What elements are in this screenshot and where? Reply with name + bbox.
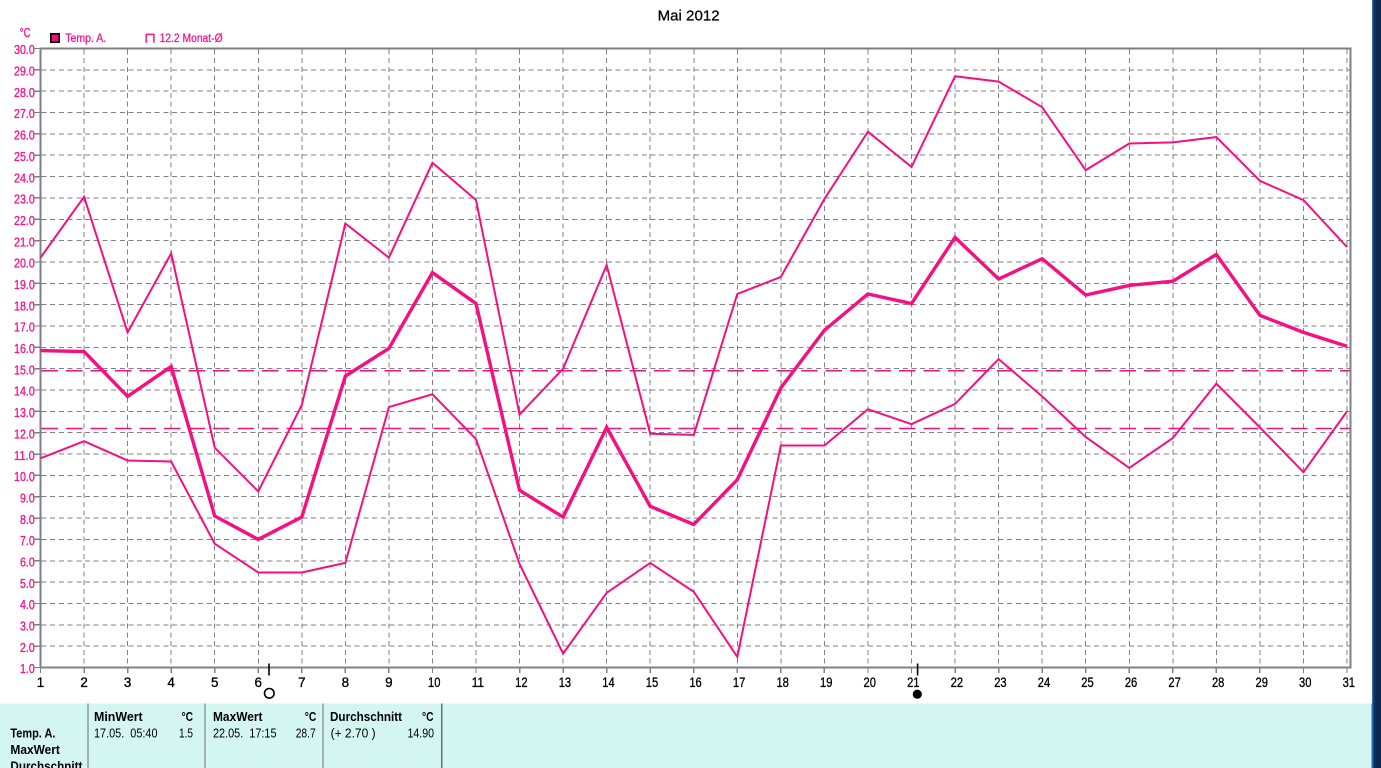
svg-text:18: 18 bbox=[776, 675, 788, 690]
svg-text:16: 16 bbox=[689, 675, 701, 690]
svg-text:23.0: 23.0 bbox=[14, 193, 35, 207]
svg-text:29: 29 bbox=[1256, 675, 1268, 690]
svg-text:Temp. A.: Temp. A. bbox=[65, 33, 106, 45]
svg-text:16.0: 16.0 bbox=[14, 342, 35, 356]
svg-text:28.7: 28.7 bbox=[296, 725, 316, 740]
svg-text:12: 12 bbox=[515, 675, 527, 690]
svg-text:17.05. 05:40: 17.05. 05:40 bbox=[94, 725, 158, 740]
svg-text:7: 7 bbox=[298, 675, 305, 690]
svg-text:25: 25 bbox=[1081, 675, 1093, 690]
svg-text:13.0: 13.0 bbox=[14, 406, 35, 420]
svg-text:°C: °C bbox=[182, 709, 194, 724]
svg-text:9: 9 bbox=[385, 675, 392, 690]
svg-text:24: 24 bbox=[1038, 675, 1051, 690]
svg-text:11: 11 bbox=[472, 675, 484, 690]
svg-text:4: 4 bbox=[167, 675, 175, 690]
svg-text:22.05. 17:15: 22.05. 17:15 bbox=[213, 725, 277, 740]
svg-text:29.0: 29.0 bbox=[14, 65, 35, 79]
svg-text:22.0: 22.0 bbox=[14, 214, 35, 228]
svg-text:9.0: 9.0 bbox=[20, 491, 35, 505]
svg-text:22: 22 bbox=[951, 675, 963, 690]
svg-text:26: 26 bbox=[1125, 675, 1137, 690]
svg-text:28: 28 bbox=[1212, 675, 1224, 690]
svg-text:27.0: 27.0 bbox=[14, 107, 35, 121]
svg-text:MaxWert: MaxWert bbox=[213, 709, 263, 724]
svg-text:6.0: 6.0 bbox=[20, 555, 35, 569]
svg-text:20.0: 20.0 bbox=[14, 257, 35, 271]
svg-text:13: 13 bbox=[559, 675, 571, 690]
svg-text:21.0: 21.0 bbox=[14, 235, 35, 249]
svg-text:1.5: 1.5 bbox=[179, 725, 193, 740]
svg-text:26.0: 26.0 bbox=[14, 129, 35, 143]
svg-text:27: 27 bbox=[1168, 675, 1180, 690]
svg-text:3.0: 3.0 bbox=[20, 620, 35, 634]
svg-text:7.0: 7.0 bbox=[20, 534, 35, 548]
svg-text:14: 14 bbox=[602, 675, 615, 690]
svg-text:5.0: 5.0 bbox=[20, 577, 35, 591]
svg-text:4.0: 4.0 bbox=[20, 598, 35, 612]
svg-text:12.0: 12.0 bbox=[14, 427, 35, 441]
svg-text:2.0: 2.0 bbox=[20, 641, 35, 655]
svg-text:15.0: 15.0 bbox=[14, 363, 35, 377]
svg-text:30.0: 30.0 bbox=[14, 43, 35, 57]
svg-text:2: 2 bbox=[80, 675, 87, 690]
svg-text:24.0: 24.0 bbox=[14, 171, 35, 185]
svg-text:Durchschnitt: Durchschnitt bbox=[330, 709, 403, 724]
svg-text:30: 30 bbox=[1299, 675, 1311, 690]
svg-text:1: 1 bbox=[37, 675, 44, 690]
svg-text:10.0: 10.0 bbox=[14, 470, 35, 484]
svg-text:MinWert: MinWert bbox=[94, 709, 143, 724]
svg-text:12.2 Monat-Ø: 12.2 Monat-Ø bbox=[160, 33, 223, 45]
svg-text:21: 21 bbox=[907, 675, 919, 690]
svg-text:20: 20 bbox=[864, 675, 876, 690]
svg-text:17.0: 17.0 bbox=[14, 321, 35, 335]
svg-text:14.0: 14.0 bbox=[14, 385, 35, 399]
svg-text:3: 3 bbox=[124, 675, 131, 690]
svg-text:19: 19 bbox=[820, 675, 832, 690]
svg-text:°C: °C bbox=[305, 709, 317, 724]
svg-text:18.0: 18.0 bbox=[14, 299, 35, 313]
svg-text:8.0: 8.0 bbox=[20, 513, 35, 527]
svg-text:28.0: 28.0 bbox=[14, 86, 35, 100]
svg-text:MaxWert: MaxWert bbox=[10, 742, 60, 757]
svg-text:5: 5 bbox=[211, 675, 218, 690]
svg-text:15: 15 bbox=[646, 675, 658, 690]
svg-text:14.90: 14.90 bbox=[408, 725, 435, 740]
svg-text:6: 6 bbox=[255, 675, 262, 690]
svg-text:Temp. A.: Temp. A. bbox=[10, 725, 55, 740]
svg-text:8: 8 bbox=[342, 675, 349, 690]
svg-text:(+ 2.70 ): (+ 2.70 ) bbox=[331, 725, 376, 740]
svg-text:10: 10 bbox=[428, 675, 440, 690]
svg-text:Durchschnitt: Durchschnitt bbox=[10, 758, 83, 768]
svg-text:°C: °C bbox=[20, 26, 31, 40]
svg-text:11.0: 11.0 bbox=[14, 449, 35, 463]
svg-text:1.0: 1.0 bbox=[20, 662, 35, 676]
svg-text:Mai 2012: Mai 2012 bbox=[658, 7, 720, 24]
svg-text:25.0: 25.0 bbox=[14, 150, 35, 164]
svg-text:17: 17 bbox=[733, 675, 745, 690]
svg-text:23: 23 bbox=[994, 675, 1006, 690]
svg-text:31: 31 bbox=[1343, 675, 1355, 690]
svg-text:°C: °C bbox=[422, 709, 434, 724]
svg-text:19.0: 19.0 bbox=[14, 278, 35, 292]
